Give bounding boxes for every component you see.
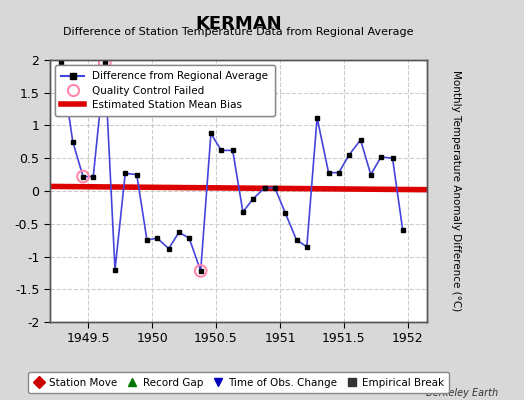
Text: Berkeley Earth: Berkeley Earth — [425, 388, 498, 398]
Legend: Difference from Regional Average, Quality Control Failed, Estimated Station Mean: Difference from Regional Average, Qualit… — [55, 65, 275, 116]
Text: Difference of Station Temperature Data from Regional Average: Difference of Station Temperature Data f… — [63, 27, 413, 37]
Point — [79, 173, 87, 180]
Point — [196, 268, 205, 274]
Point — [101, 60, 109, 66]
Legend: Station Move, Record Gap, Time of Obs. Change, Empirical Break: Station Move, Record Gap, Time of Obs. C… — [27, 372, 450, 393]
Y-axis label: Monthly Temperature Anomaly Difference (°C): Monthly Temperature Anomaly Difference (… — [451, 70, 461, 312]
Text: KERMAN: KERMAN — [195, 15, 282, 33]
